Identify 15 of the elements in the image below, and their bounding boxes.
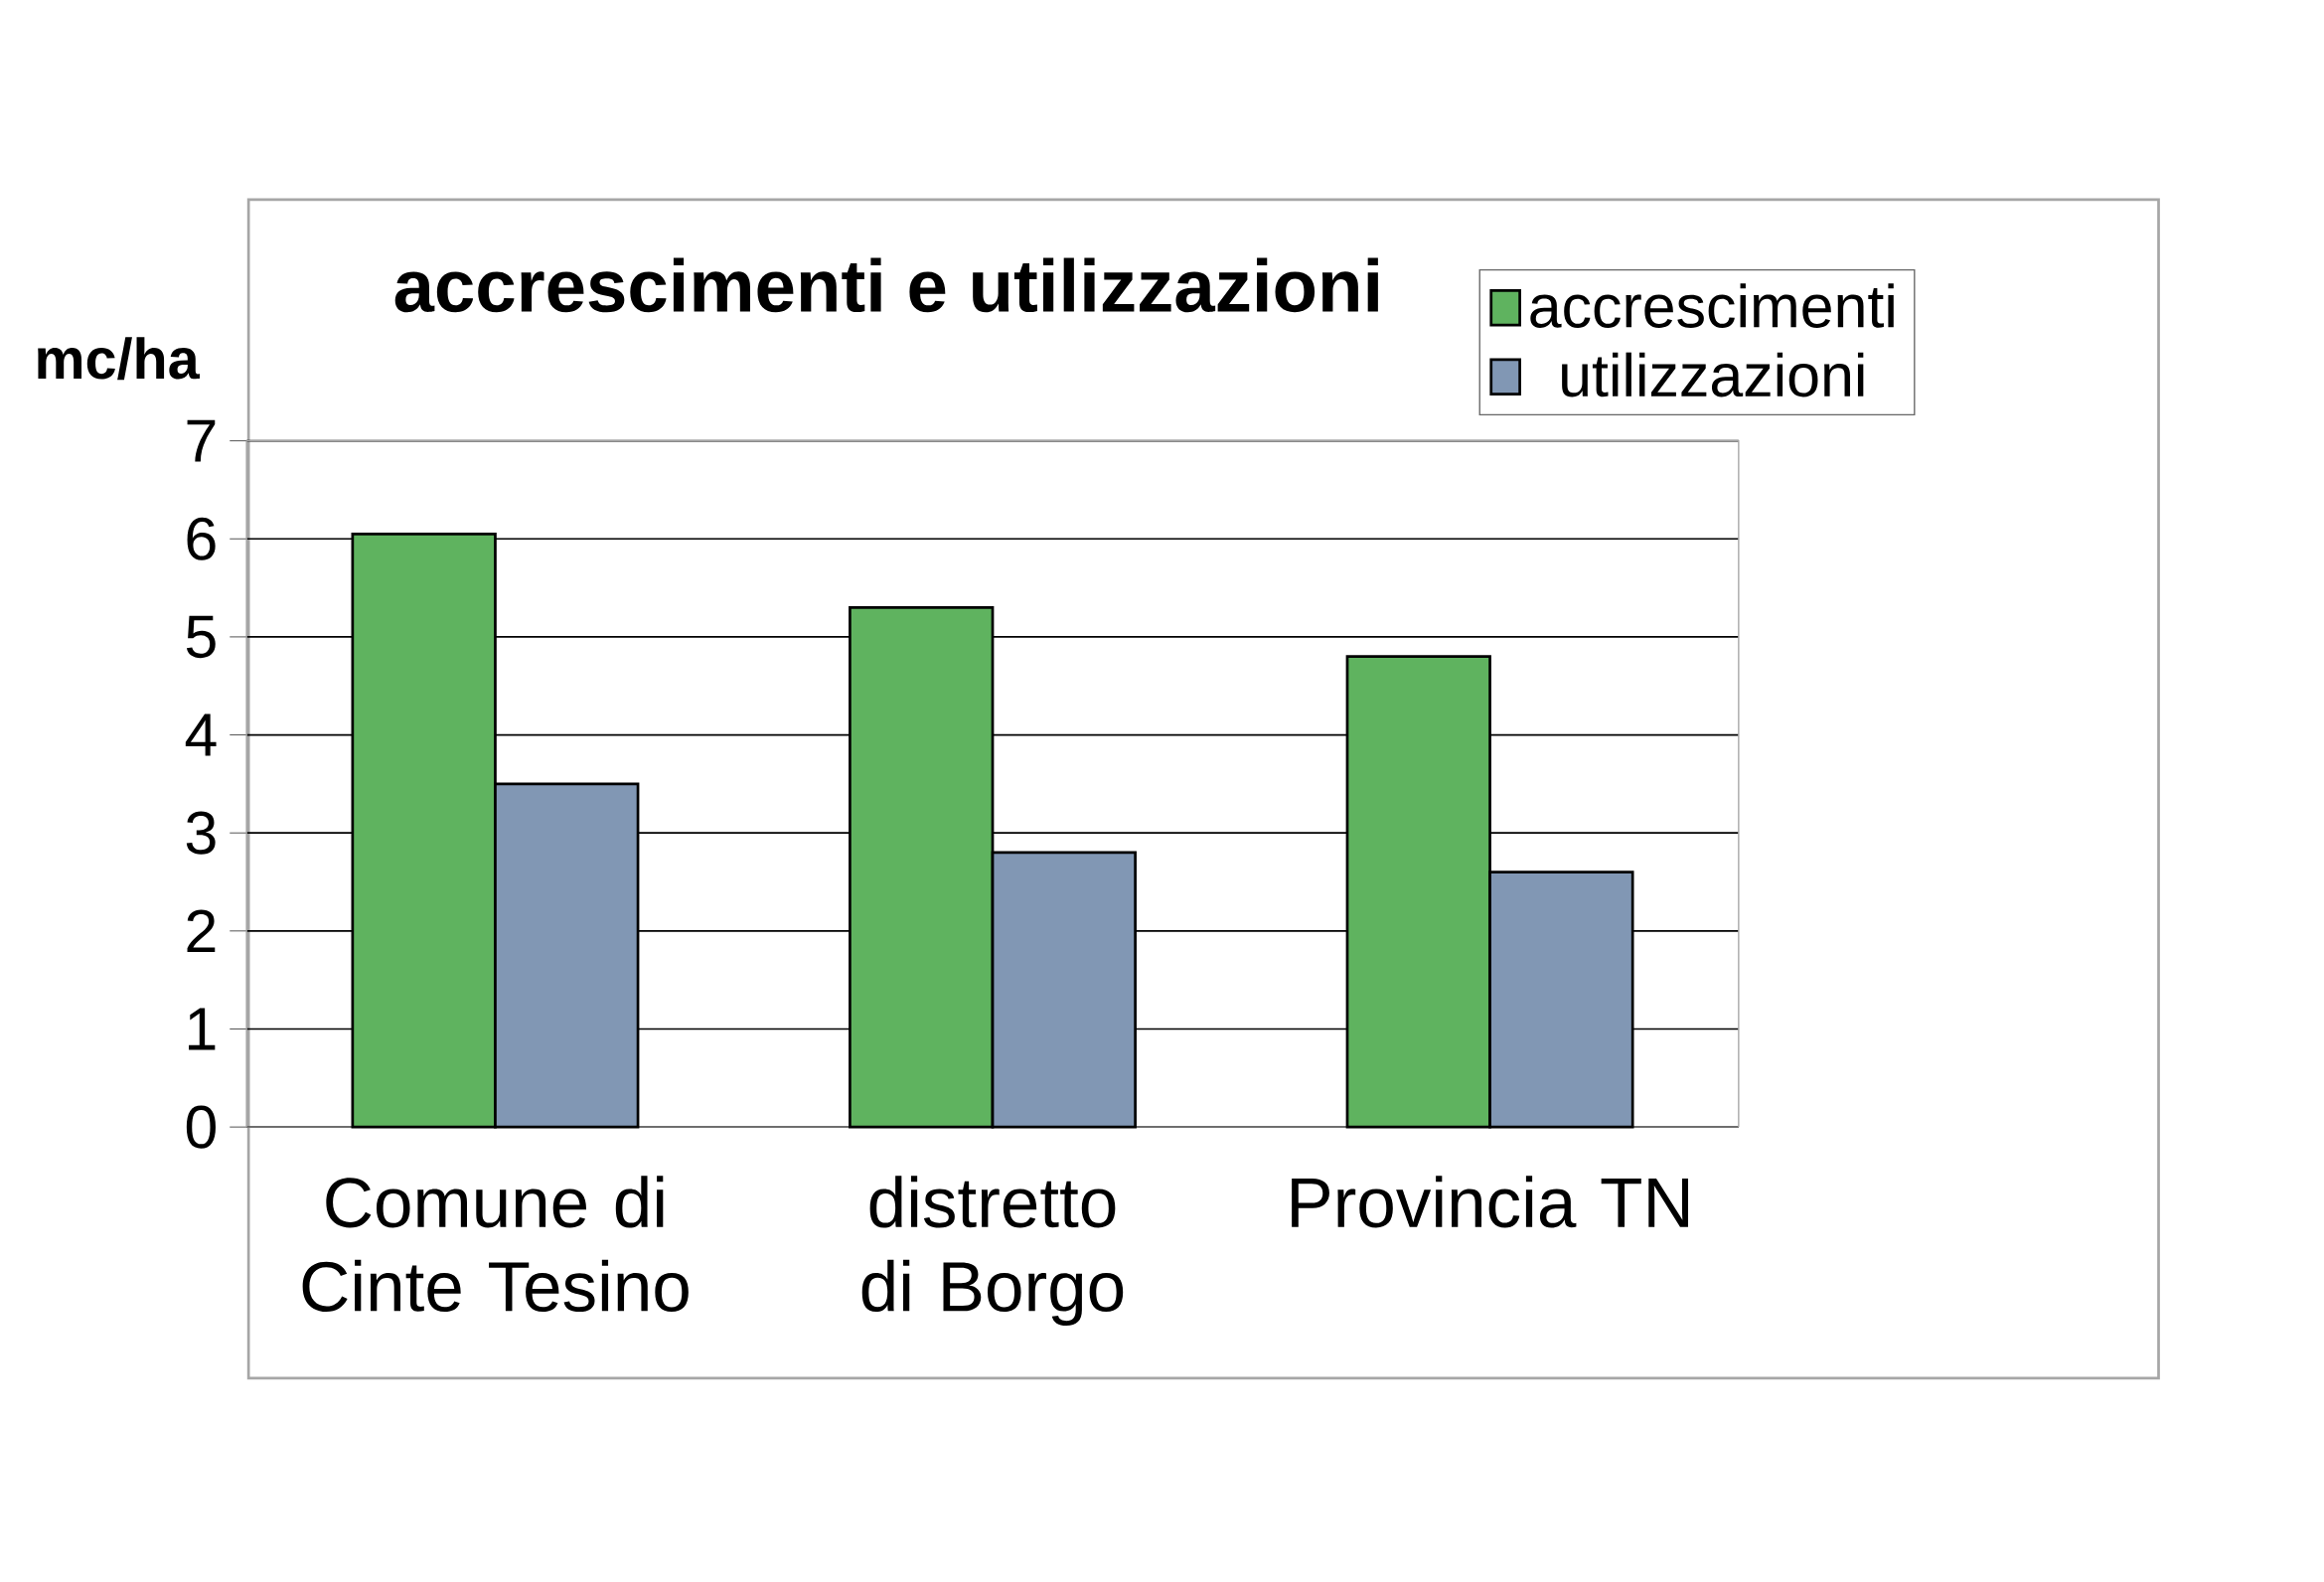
y-tick-label: 1 — [189, 1008, 216, 1050]
y-tick-label: 5 — [186, 615, 216, 659]
x-tick-label: Comune di Cinte Tesino — [302, 1176, 689, 1312]
y-tick-label: 0 — [186, 1105, 216, 1149]
legend-label: utilizzazioni — [1562, 352, 1864, 397]
chart-title: accrescimenti e utilizzazioni — [394, 257, 1378, 313]
y-tick-label: 4 — [185, 713, 217, 756]
x-tick-label: distretto di Borgo — [861, 1176, 1124, 1327]
legend-label: accrescimenti — [1530, 283, 1894, 328]
y-tick-label: 6 — [187, 517, 216, 560]
y-tick-label: 2 — [187, 909, 216, 953]
y-axis-title: mc/ha — [38, 337, 201, 381]
y-tick-label: 7 — [187, 419, 216, 462]
y-tick-label: 3 — [186, 811, 216, 855]
x-tick-label: Provincia TN — [1292, 1176, 1688, 1228]
